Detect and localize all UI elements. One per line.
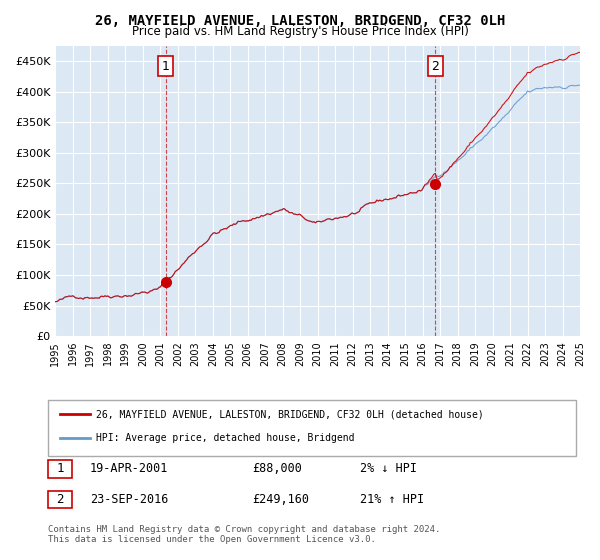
Text: 23-SEP-2016: 23-SEP-2016 (90, 493, 169, 506)
Text: 1: 1 (161, 59, 169, 73)
Text: 2% ↓ HPI: 2% ↓ HPI (360, 462, 417, 475)
Text: 21% ↑ HPI: 21% ↑ HPI (360, 493, 424, 506)
Text: Contains HM Land Registry data © Crown copyright and database right 2024.
This d: Contains HM Land Registry data © Crown c… (48, 525, 440, 544)
Text: HPI: Average price, detached house, Bridgend: HPI: Average price, detached house, Brid… (96, 433, 355, 444)
Text: 1: 1 (56, 462, 64, 475)
Text: 19-APR-2001: 19-APR-2001 (90, 462, 169, 475)
Text: £88,000: £88,000 (252, 462, 302, 475)
Text: £249,160: £249,160 (252, 493, 309, 506)
Text: Price paid vs. HM Land Registry's House Price Index (HPI): Price paid vs. HM Land Registry's House … (131, 25, 469, 38)
Text: 2: 2 (56, 493, 64, 506)
Text: 26, MAYFIELD AVENUE, LALESTON, BRIDGEND, CF32 0LH (detached house): 26, MAYFIELD AVENUE, LALESTON, BRIDGEND,… (96, 409, 484, 419)
Text: 26, MAYFIELD AVENUE, LALESTON, BRIDGEND, CF32 0LH: 26, MAYFIELD AVENUE, LALESTON, BRIDGEND,… (95, 14, 505, 28)
Text: 2: 2 (431, 59, 439, 73)
